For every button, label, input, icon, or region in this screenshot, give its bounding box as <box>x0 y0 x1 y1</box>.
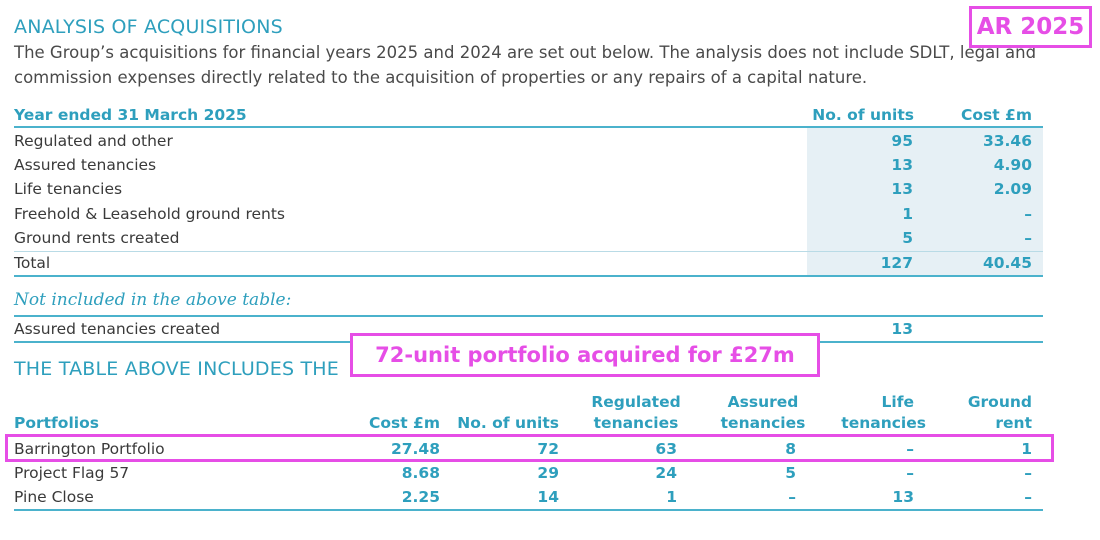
portfolio-cost: 8.68 <box>401 464 440 482</box>
note-label: Assured tenancies created <box>14 320 221 338</box>
row-cost: 2.09 <box>993 180 1032 198</box>
page-title: ANALYSIS OF ACQUISITIONS <box>14 16 283 38</box>
total-label: Total <box>14 254 51 272</box>
table-row: Regulated and other 95 33.46 <box>0 130 1100 154</box>
row-units: 5 <box>902 229 913 247</box>
table1-title: Year ended 31 March 2025 <box>14 106 247 124</box>
row-units: 13 <box>891 156 913 174</box>
t2-col-life: Life tenancies <box>826 392 926 434</box>
row-units: 1 <box>902 205 913 223</box>
row-label: Life tenancies <box>14 180 123 198</box>
callout-box: 72-unit portfolio acquired for £27m <box>350 333 820 377</box>
row-cost: – <box>1024 205 1032 223</box>
t2-col-ground-line2: rent <box>995 414 1032 432</box>
table-row: Pine Close 2.25 14 1 – 13 – <box>0 486 1100 510</box>
t2-col-cost: Cost £m <box>369 414 440 432</box>
t2-col-assured: Assured tenancies <box>708 392 818 434</box>
row-label: Ground rents created <box>14 229 180 247</box>
row-label: Assured tenancies <box>14 156 157 174</box>
total-cost: 40.45 <box>982 254 1032 272</box>
highlight-row-box <box>5 434 1054 462</box>
callout-label: 72-unit portfolio acquired for £27m <box>375 343 795 367</box>
t2-col-ground-line1: Ground <box>967 393 1032 411</box>
table-row: Freehold & Leasehold ground rents 1 – <box>0 203 1100 227</box>
table1-header-rule <box>14 126 1043 128</box>
portfolio-regulated: 1 <box>666 488 677 506</box>
portfolio-assured: 5 <box>785 464 796 482</box>
portfolio-regulated: 63 <box>655 440 677 458</box>
portfolio-name: Project Flag 57 <box>14 464 130 482</box>
row-cost: 33.46 <box>982 132 1032 150</box>
t2-col-regulated: Regulated tenancies <box>580 392 692 434</box>
table2-bottom-rule <box>14 509 1043 511</box>
t2-col-life-line1: Life <box>881 393 914 411</box>
row-label: Regulated and other <box>14 132 173 150</box>
t2-col-portfolios: Portfolios <box>14 414 99 432</box>
section2-heading: THE TABLE ABOVE INCLUDES THE <box>14 358 339 380</box>
tag-box: AR 2025 <box>969 6 1092 48</box>
note-title: Not included in the above table: <box>14 290 292 310</box>
portfolio-life: 13 <box>892 488 914 506</box>
row-label: Freehold & Leasehold ground rents <box>14 205 285 223</box>
table-row: Life tenancies 13 2.09 <box>0 178 1100 202</box>
table-row: Assured tenancies 13 4.90 <box>0 154 1100 178</box>
table-row: Ground rents created 5 – <box>0 227 1100 251</box>
t2-col-regulated-line1: Regulated <box>591 393 681 411</box>
portfolio-assured: 8 <box>785 440 796 458</box>
table1-total-row: Total 127 40.45 <box>0 252 1100 276</box>
t2-col-assured-line1: Assured <box>727 393 799 411</box>
table-row: Barrington Portfolio 27.48 72 63 8 – 1 <box>0 438 1100 462</box>
t2-col-ground: Ground rent <box>950 392 1032 434</box>
portfolio-life: – <box>906 440 914 458</box>
portfolio-regulated: 24 <box>655 464 677 482</box>
portfolio-units: 14 <box>537 488 559 506</box>
row-units: 13 <box>891 180 913 198</box>
portfolio-name: Pine Close <box>14 488 94 506</box>
table1-bottom-rule <box>14 275 1043 277</box>
portfolio-cost: 27.48 <box>390 440 440 458</box>
note-units: 13 <box>891 320 913 338</box>
t2-col-regulated-line2: tenancies <box>593 414 679 432</box>
table-row: Project Flag 57 8.68 29 24 5 – – <box>0 462 1100 486</box>
t2-col-life-line2: tenancies <box>841 414 926 432</box>
t2-col-units: No. of units <box>457 414 559 432</box>
portfolio-assured: – <box>788 488 796 506</box>
portfolio-ground: – <box>1024 488 1032 506</box>
table1-col-units: No. of units <box>812 106 914 124</box>
portfolio-cost: 2.25 <box>401 488 440 506</box>
table1-total-rule <box>14 251 1043 252</box>
portfolio-units: 29 <box>537 464 559 482</box>
portfolio-ground: 1 <box>1021 440 1032 458</box>
tag-label: AR 2025 <box>976 14 1085 40</box>
intro-line-2: commission expenses directly related to … <box>14 68 868 87</box>
portfolio-life: – <box>906 464 914 482</box>
t2-col-assured-line2: tenancies <box>720 414 806 432</box>
portfolio-ground: – <box>1024 464 1032 482</box>
portfolio-name: Barrington Portfolio <box>14 440 165 458</box>
row-cost: – <box>1024 229 1032 247</box>
table1-col-cost: Cost £m <box>961 106 1032 124</box>
total-units: 127 <box>880 254 913 272</box>
intro-line-1: The Group’s acquisitions for financial y… <box>14 43 1037 62</box>
portfolio-units: 72 <box>537 440 559 458</box>
note-top-rule <box>14 315 1043 317</box>
row-cost: 4.90 <box>993 156 1032 174</box>
row-units: 95 <box>891 132 913 150</box>
